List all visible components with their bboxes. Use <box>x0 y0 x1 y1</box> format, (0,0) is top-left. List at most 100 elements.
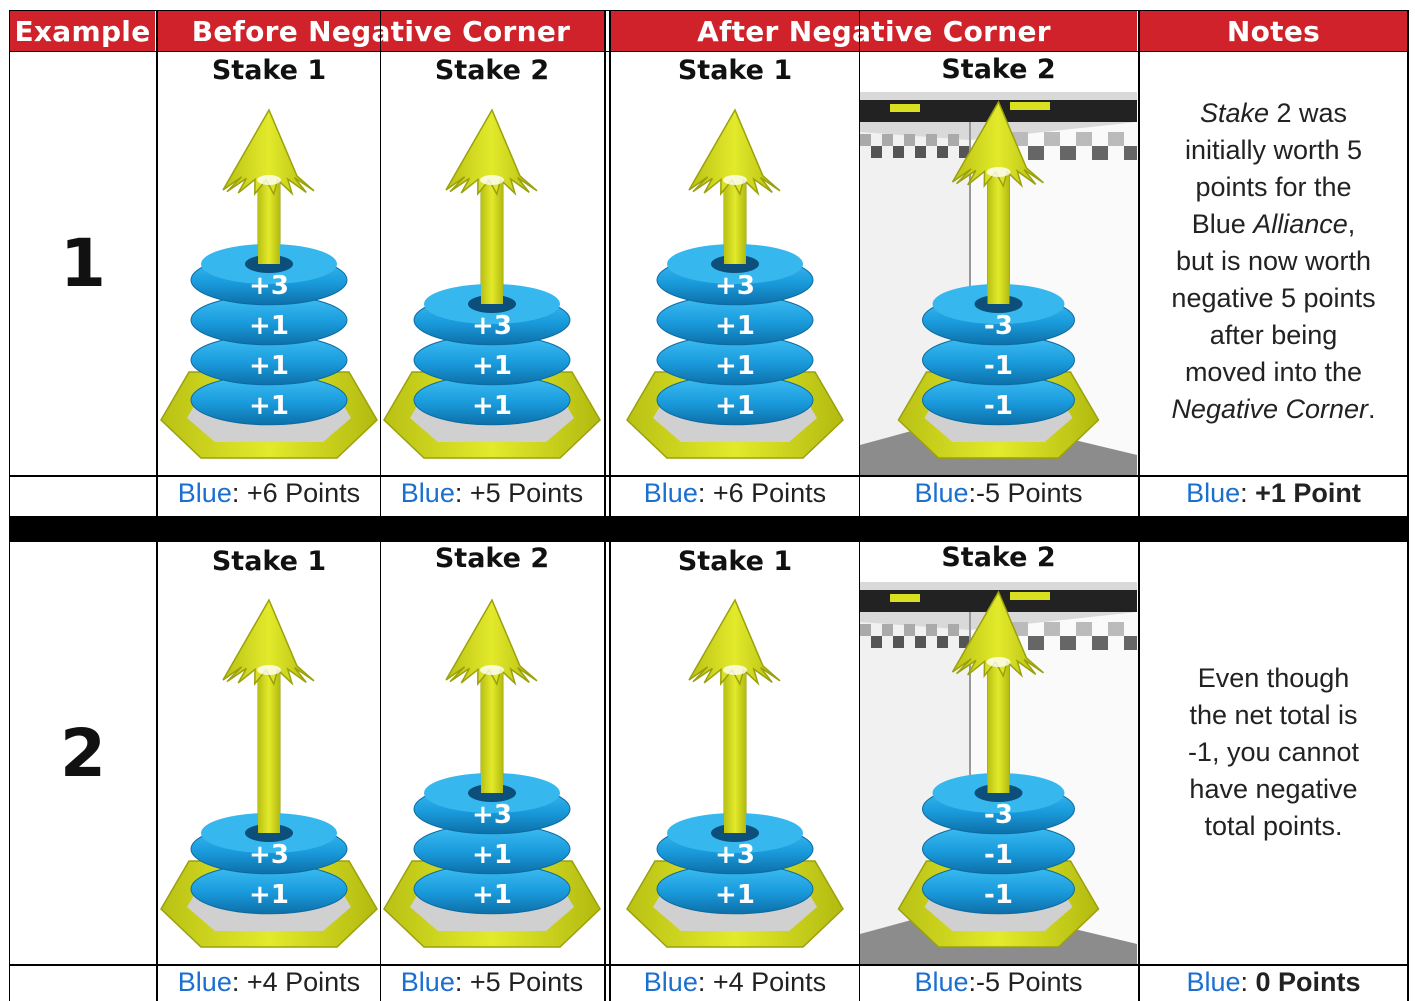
ring-value-label: +3 <box>472 800 512 830</box>
stake-illustration: +3 +1 +1 <box>381 590 603 964</box>
grid-line <box>859 541 860 1001</box>
ring-value-label: -1 <box>984 840 1013 870</box>
note-term: Stake <box>1199 98 1269 128</box>
header-after: After Negative Corner <box>611 11 1137 51</box>
stake-svg: -3 -1 -1 <box>860 582 1140 964</box>
ring-value-label: +3 <box>472 311 512 341</box>
note-line: after being <box>1209 320 1338 350</box>
stake-svg: +3 +1 +1 <box>383 598 601 948</box>
example-number-2: 2 <box>60 715 106 792</box>
ring-value-label: +3 <box>249 271 289 301</box>
stake-illustration: +3 +1 <box>158 590 380 964</box>
ring-value-label: -1 <box>984 391 1013 421</box>
note-line: points for the <box>1195 172 1352 202</box>
stake-illustration-corner: -3 -1 -1 <box>860 582 1140 964</box>
score-cell: Blue:-5 Points <box>914 478 1083 508</box>
score-cell: Blue:-5 Points <box>914 967 1083 997</box>
header-example: Example <box>10 11 155 51</box>
grid-line <box>9 10 10 1001</box>
total-cell: Blue: 0 Points <box>1186 967 1361 997</box>
stake-svg: -3 -1 -1 <box>860 92 1140 475</box>
stake-illustration: +3 +1 +1 +1 <box>611 100 859 475</box>
ring-value-label: +1 <box>715 880 755 910</box>
stake-illustration: +3 +1 +1 +1 <box>158 100 380 475</box>
grid-line <box>156 541 158 1001</box>
ring-value-label: +1 <box>472 880 512 910</box>
grid-line <box>9 10 1409 11</box>
stake-illustration: +3 +1 <box>611 590 859 964</box>
stake-label: Stake 1 <box>211 55 327 86</box>
grid-line <box>156 11 158 516</box>
ring-value-label: +3 <box>715 840 755 870</box>
ring-value-label: +1 <box>472 351 512 381</box>
note-line: -1, you cannot <box>1187 737 1360 767</box>
stake-svg: +3+1 <box>160 598 378 948</box>
note-line: have negative <box>1189 774 1358 804</box>
note-line: the net total is <box>1189 700 1358 730</box>
ring-value-label: +3 <box>715 271 755 301</box>
stake-label: Stake 2 <box>941 542 1056 573</box>
note-term: Alliance <box>1253 209 1348 239</box>
note-text: Even though the net total is -1, you can… <box>1140 660 1407 845</box>
ring-value-label: +1 <box>472 391 512 421</box>
grid-line <box>604 541 606 1001</box>
ring-value-label: +1 <box>249 880 289 910</box>
ring-value-label: -1 <box>984 351 1013 381</box>
ring-value-label: +3 <box>249 840 289 870</box>
grid-line <box>1407 10 1409 1001</box>
score-cell: Blue: +6 Points <box>177 478 361 508</box>
header-before: Before Negative Corner <box>158 11 604 51</box>
grid-line <box>380 541 381 1001</box>
stake-svg: +3 +1 +1 +1 <box>626 108 844 459</box>
grid-line <box>1138 541 1140 1001</box>
grid-line <box>609 11 611 516</box>
note-line: but is now worth <box>1175 246 1372 276</box>
score-cell: Blue: +5 Points <box>400 478 584 508</box>
ring-value-label: -3 <box>984 311 1013 341</box>
note-line: moved into the <box>1184 357 1363 387</box>
stake-svg: +3+1 <box>626 598 844 948</box>
grid-line <box>604 11 606 516</box>
stake-illustration-corner: -3 -1 -1 <box>860 92 1140 475</box>
note-text: Stake 2 was initially worth 5 points for… <box>1140 95 1407 428</box>
score-cell: Blue: +6 Points <box>643 478 827 508</box>
ring-value-label: +1 <box>715 391 755 421</box>
stake-svg: +3 +1 +1 +1 <box>160 108 378 459</box>
stake-svg: +3 +1 +1 <box>383 108 601 459</box>
ring-value-label: +1 <box>249 311 289 341</box>
row-separator-band <box>10 516 1408 541</box>
stake-illustration: +3 +1 +1 <box>381 100 603 475</box>
score-cell: Blue: +4 Points <box>643 967 827 997</box>
ring-value-label: -3 <box>984 800 1013 830</box>
ring-value-label: -1 <box>984 880 1013 910</box>
grid-line <box>9 541 1409 542</box>
ring-value-label: +1 <box>715 311 755 341</box>
stake-label: Stake 1 <box>211 546 327 577</box>
stake-label: Stake 1 <box>677 546 793 577</box>
note-line: initially worth 5 <box>1184 135 1363 165</box>
grid-line <box>9 51 1409 52</box>
ring-value-label: +1 <box>715 351 755 381</box>
ring-value-label: +1 <box>472 840 512 870</box>
grid-line <box>1138 11 1140 516</box>
example-number-1: 1 <box>60 225 106 302</box>
stake-label: Stake 2 <box>434 55 550 86</box>
grid-line <box>859 11 860 516</box>
ring-value-label: +1 <box>249 391 289 421</box>
ring-value-label: +1 <box>249 351 289 381</box>
stake-label: Stake 2 <box>434 543 550 574</box>
note-line: total points. <box>1204 811 1343 841</box>
grid-line <box>9 964 1409 966</box>
score-cell: Blue: +4 Points <box>177 967 361 997</box>
grid-line <box>9 475 1409 477</box>
note-line: Even though <box>1197 663 1350 693</box>
total-cell: Blue: +1 Point <box>1186 478 1361 508</box>
header-notes: Notes <box>1140 11 1407 51</box>
note-term: Negative Corner <box>1171 394 1369 424</box>
grid-line <box>609 541 611 1001</box>
stake-label: Stake 2 <box>941 54 1056 85</box>
note-line: negative 5 points <box>1171 283 1376 313</box>
grid-line <box>380 11 381 516</box>
score-cell: Blue: +5 Points <box>400 967 584 997</box>
